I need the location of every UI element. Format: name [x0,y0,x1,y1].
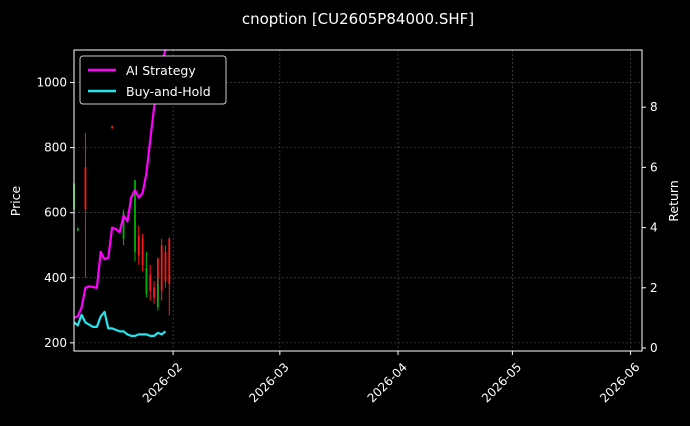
y2-tick-label: 4 [650,221,658,235]
plot-frame [73,49,643,352]
y-tick-label: 800 [44,141,67,155]
candle-body [84,167,87,210]
grid-layer [74,50,642,351]
candle-body [164,251,167,282]
x-tick-label: 2026-02 [140,360,185,405]
legend-label-ai-strategy: AI Strategy [126,63,196,78]
candle-body [145,268,148,295]
candle-body [156,284,159,308]
y-tick-label: 200 [44,336,67,350]
series-layer [73,49,167,337]
legend: AI Strategy Buy-and-Hold [79,55,227,105]
series-line-ai-strategy [73,49,167,319]
y2-tick-label: 6 [650,160,658,174]
candle-body [153,287,155,298]
candle-body [111,126,114,129]
candle-body [137,235,140,256]
y-tick-label: 400 [44,271,67,285]
y2-tick-label: 2 [650,281,658,295]
y2-tick-label: 8 [650,100,658,114]
x-axis: 2026-02 2026-03 2026-04 2026-05 2026-06 [140,351,642,405]
x-tick-label: 2026-04 [365,360,410,405]
candle-body [122,212,125,239]
y-tick-label: 600 [44,206,67,220]
y2-tick-label: 0 [650,341,658,355]
candle-body [141,238,144,265]
y-axis: 200 400 600 800 1000 [36,76,74,350]
candle-body [160,245,163,291]
legend-box [79,55,227,105]
candle-body [134,180,136,252]
candle-body [149,274,152,291]
y-axis-label: Price [8,185,23,216]
legend-label-buy-and-hold: Buy-and-Hold [126,84,211,99]
x-tick-label: 2026-06 [597,360,642,405]
y2-axis: 0 2 4 6 8 [642,100,658,355]
y-tick-label: 1000 [36,76,67,90]
candle-body [76,228,79,231]
x-tick-label: 2026-05 [479,360,524,405]
chart-title: cnoption [CU2605P84000.SHF] [242,10,474,28]
candle-body [168,238,171,285]
series-line-buy-and-hold [73,310,167,337]
y2-axis-label: Return [666,180,681,221]
x-tick-label: 2026-03 [246,360,291,405]
